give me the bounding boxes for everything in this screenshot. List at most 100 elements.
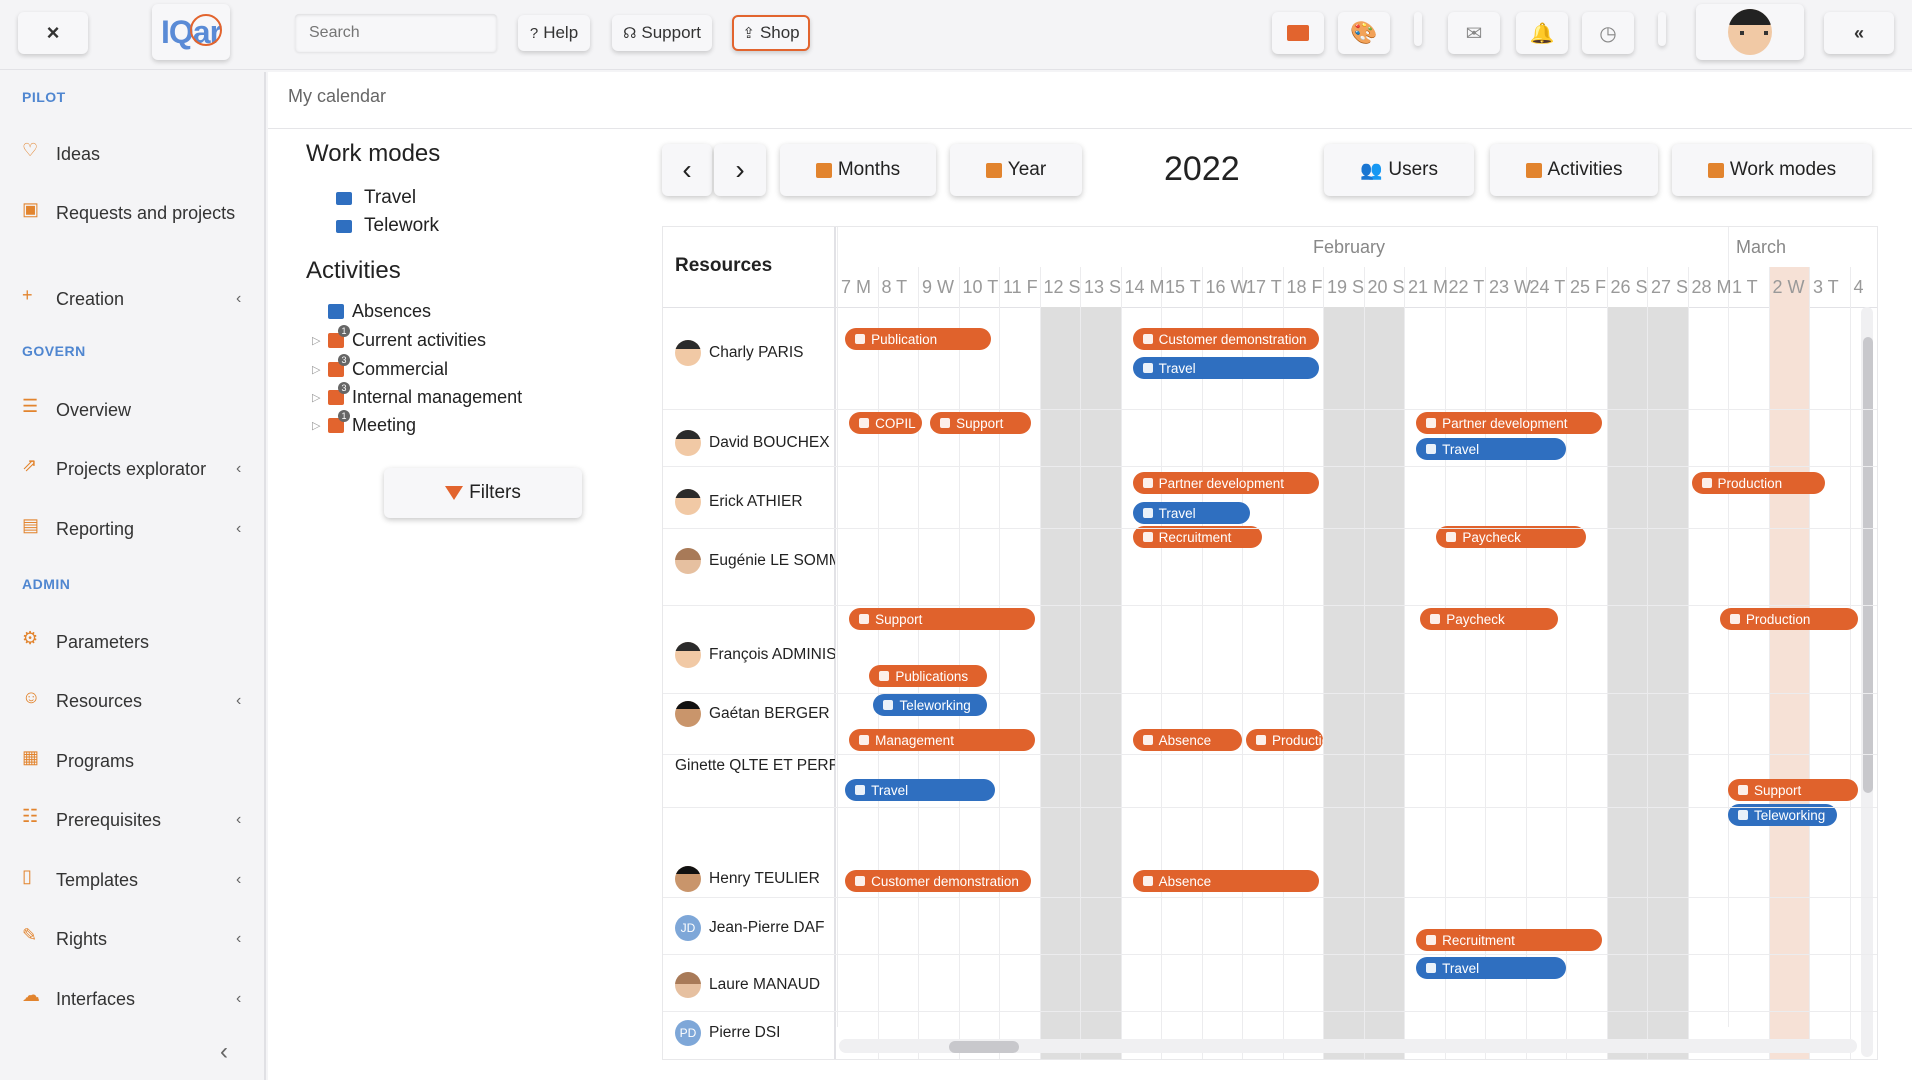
activity-event[interactable]: Paycheck <box>1436 526 1587 548</box>
mail-button[interactable]: ✉ <box>1448 12 1500 54</box>
activity-event[interactable]: Support <box>930 412 1032 434</box>
activity-event[interactable]: COPIL <box>849 412 923 434</box>
activity-event[interactable]: Production <box>1719 608 1858 630</box>
work-mode-event[interactable]: Travel <box>1416 957 1566 979</box>
sidebar-item-templates[interactable]: ▯ Templates ‹ <box>22 866 252 894</box>
resource-name: Erick ATHIER <box>709 493 803 510</box>
day-divider <box>1647 267 1648 1059</box>
support-button[interactable]: ☊ Support <box>612 15 712 51</box>
sidebar-item-prerequisites[interactable]: ☷ Prerequisites ‹ <box>22 806 252 834</box>
activities-button[interactable]: Activities <box>1490 144 1658 196</box>
activity-event[interactable]: Support <box>1728 779 1858 801</box>
activity-event[interactable]: Production <box>1246 729 1323 751</box>
calendar-icon <box>855 876 866 886</box>
expand-triangle-icon[interactable]: ▷ <box>312 392 321 404</box>
sidebar-item-programs[interactable]: ▦ Programs <box>22 747 252 775</box>
activity-event[interactable]: Absence <box>1132 870 1319 892</box>
briefcase-icon <box>1142 508 1153 518</box>
activity-event[interactable]: Support <box>849 608 1036 630</box>
event-label: Travel <box>1158 360 1196 376</box>
sidebar-item-resources[interactable]: ☺ Resources ‹ <box>22 687 252 715</box>
chat-button[interactable] <box>1272 12 1324 54</box>
collapse-panel-button[interactable]: « <box>1824 12 1894 54</box>
work-mode-event[interactable]: Teleworking <box>1728 804 1838 826</box>
activity-item-internal[interactable]: ▷ 3 Internal management <box>312 382 522 408</box>
resource-row[interactable]: David BOUCHEX <box>675 430 835 456</box>
work-modes-button[interactable]: Work modes <box>1672 144 1872 196</box>
activity-event[interactable]: Partner development <box>1132 472 1319 494</box>
support-label: Support <box>641 23 701 42</box>
activity-item-commercial[interactable]: ▷ 3 Commercial <box>312 354 448 380</box>
activity-event[interactable]: Management <box>849 729 1036 751</box>
app-logo[interactable]: IQar <box>152 4 230 60</box>
help-button[interactable]: ? Help <box>518 15 590 51</box>
sidebar-collapse-button[interactable]: ‹ <box>220 1038 228 1065</box>
activity-event[interactable]: Absence <box>1132 729 1242 751</box>
work-mode-event[interactable]: Teleworking <box>873 694 987 716</box>
filters-button[interactable]: Filters <box>384 468 582 518</box>
resource-row[interactable]: Erick ATHIER <box>675 489 835 515</box>
resource-row[interactable]: PD Pierre DSI <box>675 1020 835 1046</box>
event-label: Recruitment <box>1158 529 1232 545</box>
work-mode-event[interactable]: Travel <box>1132 357 1319 379</box>
expand-triangle-icon[interactable]: ▷ <box>312 335 321 347</box>
day-label: 13 S <box>1084 277 1122 297</box>
horizontal-scroll-thumb[interactable] <box>949 1041 1019 1053</box>
activity-event[interactable]: Paycheck <box>1420 608 1558 630</box>
sidebar-item-ideas[interactable]: ♡ Ideas <box>22 140 252 168</box>
clipboard-icon: ▤ <box>22 515 40 535</box>
close-button[interactable]: × <box>18 12 88 54</box>
expand-triangle-icon[interactable]: ▷ <box>312 364 321 376</box>
months-view-button[interactable]: Months <box>780 144 936 196</box>
work-mode-item[interactable]: Travel <box>336 187 416 209</box>
sidebar-item-parameters[interactable]: ⚙ Parameters <box>22 628 252 656</box>
activity-item-current[interactable]: ▷ 1 Current activities <box>312 325 486 351</box>
sidebar-item-requests[interactable]: ▣ Requests and projects <box>22 199 252 227</box>
activity-event[interactable]: Recruitment <box>1132 526 1263 548</box>
sidebar-item-reporting[interactable]: ▤ Reporting ‹ <box>22 515 252 543</box>
sidebar-item-rights[interactable]: ✎ Rights ‹ <box>22 925 252 953</box>
users-button[interactable]: 👥 Users <box>1324 144 1474 196</box>
user-avatar-button[interactable] <box>1696 4 1804 60</box>
day-label: 20 S <box>1367 277 1405 297</box>
sidebar-item-projects-explorator[interactable]: ⇗ Projects explorator ‹ <box>22 455 252 483</box>
shop-button[interactable]: ⇪ Shop <box>732 15 810 51</box>
work-mode-event[interactable]: Travel <box>1132 502 1251 524</box>
activity-event[interactable]: Production <box>1691 472 1826 494</box>
activity-event[interactable]: Recruitment <box>1416 929 1603 951</box>
notifications-button[interactable]: 🔔 <box>1516 12 1568 54</box>
sidebar-item-overview[interactable]: ☰ Overview <box>22 396 252 424</box>
work-mode-event[interactable]: Travel <box>845 779 995 801</box>
search-input[interactable] <box>295 14 497 52</box>
activity-event[interactable]: Customer demonstration <box>1132 328 1319 350</box>
sidebar-item-creation[interactable]: + Creation ‹ <box>22 285 252 313</box>
year-view-button[interactable]: Year <box>950 144 1082 196</box>
activities-title: Activities <box>306 257 401 284</box>
resource-row[interactable]: Gaétan BERGER <box>675 701 835 727</box>
resource-row[interactable]: Laure MANAUD <box>675 972 835 998</box>
palette-button[interactable]: 🎨 <box>1338 12 1390 54</box>
vertical-scroll-thumb[interactable] <box>1863 337 1873 793</box>
resource-row[interactable]: Henry TEULIER <box>675 866 835 892</box>
day-divider <box>1525 267 1527 1059</box>
resource-row[interactable]: Eugénie LE SOMMER <box>675 548 835 574</box>
expand-triangle-icon[interactable]: ▷ <box>312 420 321 432</box>
resource-row[interactable]: JD Jean-Pierre DAF <box>675 915 835 941</box>
activity-item-absences[interactable]: Absences <box>312 301 431 322</box>
activity-item-meeting[interactable]: ▷ 1 Meeting <box>312 410 416 436</box>
event-label: Customer demonstration <box>871 873 1019 889</box>
activity-event[interactable]: Publications <box>869 665 987 687</box>
resource-row[interactable]: François ADMINISTRATEUR <box>675 642 835 668</box>
activity-event[interactable]: Partner development <box>1416 412 1603 434</box>
history-button[interactable]: ◷ <box>1582 12 1634 54</box>
sidebar-item-interfaces[interactable]: ☁ Interfaces ‹ <box>22 985 252 1013</box>
resource-row[interactable]: Ginette QLTE ET PERF <box>675 757 835 775</box>
work-mode-item[interactable]: Telework <box>336 215 439 237</box>
resource-row[interactable]: Charly PARIS <box>675 340 835 366</box>
next-button[interactable]: › <box>714 144 766 196</box>
activity-event[interactable]: Customer demonstration <box>845 870 1032 892</box>
work-mode-event[interactable]: Travel <box>1416 438 1566 460</box>
previous-button[interactable]: ‹ <box>662 144 712 196</box>
horizontal-scrollbar[interactable] <box>839 1039 1857 1053</box>
activity-event[interactable]: Publication <box>845 328 991 350</box>
